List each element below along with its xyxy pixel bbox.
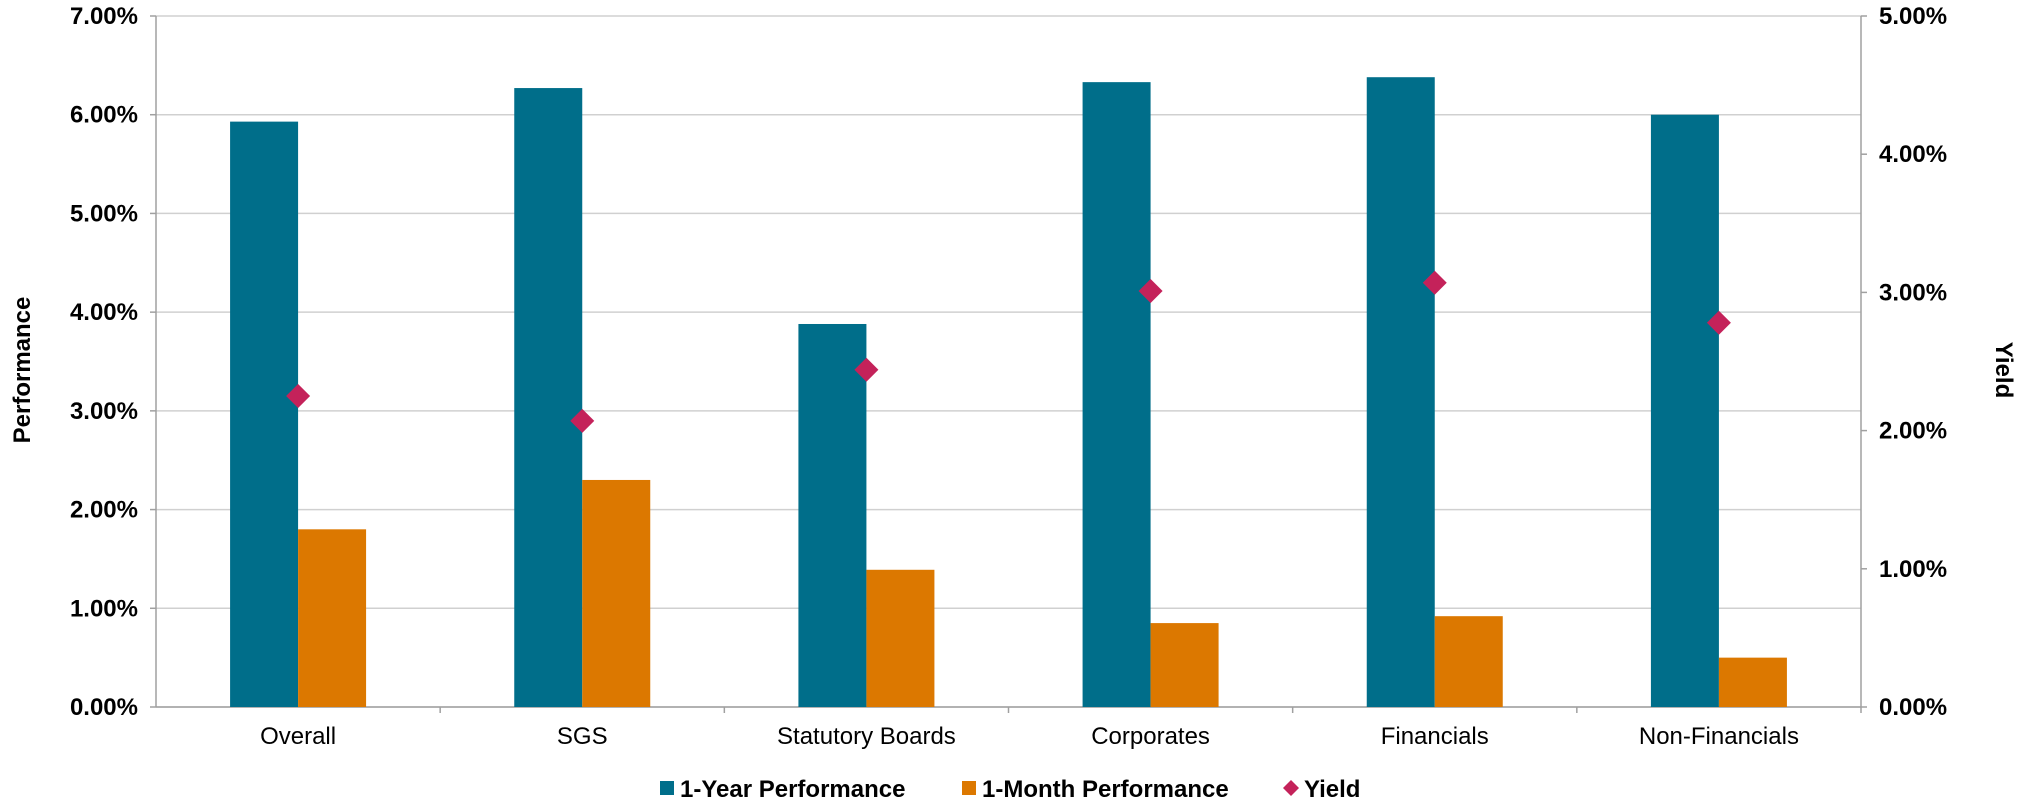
legend-swatch <box>1283 780 1299 796</box>
yield-point <box>1422 270 1447 295</box>
y2-tick-label: 3.00% <box>1879 279 1947 306</box>
bar-1-year <box>1082 82 1151 708</box>
legend-label: 1-Month Performance <box>982 776 1229 803</box>
y-tick-label: 4.00% <box>70 299 138 326</box>
y2-axis-title: Yield <box>1990 342 2017 398</box>
axes <box>150 15 1867 713</box>
y-tick-label: 7.00% <box>70 3 138 30</box>
bar-1-year <box>1650 114 1719 707</box>
y-tick-label: 2.00% <box>70 497 138 524</box>
y2-tick-label: 4.00% <box>1879 141 1947 168</box>
y2-tick-label: 1.00% <box>1879 556 1947 583</box>
legend-swatch <box>962 781 976 795</box>
x-category-label: Non-Financials <box>1639 723 1799 750</box>
legend: 1-Year Performance 1-Month Performance Yie… <box>660 776 1360 803</box>
yield-point <box>1138 279 1163 304</box>
yield-point <box>286 384 311 409</box>
tick-labels: 0.00% 1.00% 2.00% 3.00% 4.00% 5.00% 6.00% 7.00%… <box>70 3 1947 721</box>
legend-label: 1-Year Performance <box>680 776 905 803</box>
x-category-label: Corporates <box>1091 723 1210 750</box>
y-tick-label: 5.00% <box>70 200 138 227</box>
legend-label: Yield <box>1304 776 1360 803</box>
y-axis-title: Performance <box>9 297 36 444</box>
bar-1-year <box>1366 77 1435 707</box>
bar-1-month <box>866 569 935 707</box>
y-tick-label: 3.00% <box>70 398 138 425</box>
bar-1-month <box>1150 623 1219 707</box>
bar-1-year <box>514 88 583 708</box>
y-tick-label: 6.00% <box>70 102 138 129</box>
bar-1-month <box>1434 616 1503 707</box>
x-category-label: SGS <box>557 723 608 750</box>
x-category-label: Statutory Boards <box>777 723 956 750</box>
yield-point <box>570 408 595 433</box>
bar-1-year <box>230 121 299 708</box>
yield-point <box>1706 310 1731 335</box>
y-tick-label: 1.00% <box>70 595 138 622</box>
legend-swatch <box>660 781 674 795</box>
bar-marks <box>230 77 1787 708</box>
bar-1-year <box>798 323 867 707</box>
y2-tick-label: 2.00% <box>1879 418 1947 445</box>
category-labels: Overall SGS Statutory Boards Corporates Fina… <box>260 723 1799 750</box>
bar-1-month <box>298 529 367 707</box>
y2-tick-label: 5.00% <box>1879 3 1947 30</box>
y2-tick-label: 0.00% <box>1879 694 1947 721</box>
bar-1-month <box>582 479 651 707</box>
bar-1-month <box>1718 657 1787 707</box>
x-category-label: Overall <box>260 723 336 750</box>
yield-markers <box>286 270 1731 433</box>
yield-point <box>854 357 879 382</box>
y-tick-label: 0.00% <box>70 694 138 721</box>
x-category-label: Financials <box>1381 723 1489 750</box>
